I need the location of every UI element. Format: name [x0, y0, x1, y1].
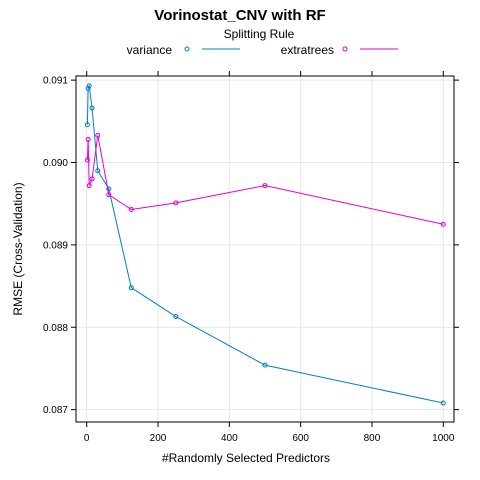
- data-point: [86, 183, 92, 189]
- y-tick-label: 0.088: [43, 323, 68, 334]
- data-point: [262, 183, 268, 189]
- data-point: [86, 83, 92, 89]
- data-point: [173, 314, 179, 320]
- series-variance: [84, 83, 446, 406]
- chart-title: Vorinostat_CNV with RF: [154, 7, 325, 24]
- legend-item-variance: variance: [127, 43, 240, 57]
- data-point: [85, 85, 91, 91]
- legend-title: Splitting Rule: [224, 27, 295, 41]
- x-tick-label: 1000: [432, 433, 455, 444]
- legend: variance extratrees: [127, 43, 398, 57]
- legend-label: variance: [127, 43, 173, 57]
- legend-label: extratrees: [281, 43, 334, 57]
- x-tick-label: 0: [84, 433, 90, 444]
- x-axis-title: #Randomly Selected Predictors: [162, 451, 330, 465]
- grid: [76, 76, 454, 422]
- y-tick-label: 0.089: [43, 240, 68, 251]
- x-tick-label: 800: [364, 433, 381, 444]
- data-point: [84, 122, 90, 128]
- data-point: [128, 206, 134, 212]
- x-tick-label: 200: [150, 433, 167, 444]
- y-tick-label: 0.091: [43, 76, 68, 87]
- data-point: [106, 186, 112, 192]
- data-point: [106, 192, 112, 198]
- data-point: [89, 105, 95, 111]
- axis-ticks: 0 200 400 600 800 1000 0.087 0.088 0.089 0.090 0.0…: [43, 71, 459, 444]
- series-extratrees: [84, 132, 446, 227]
- data-point: [89, 176, 95, 182]
- data-point: [440, 221, 446, 227]
- data-point: [84, 157, 90, 163]
- data-point: [262, 362, 268, 368]
- data-point: [95, 168, 101, 174]
- y-tick-label: 0.087: [43, 405, 68, 416]
- data-point: [128, 285, 134, 291]
- legend-item-extratrees: extratrees: [281, 43, 398, 57]
- data-point: [173, 200, 179, 206]
- legend-point-marker: [184, 46, 190, 52]
- series-layer: [84, 83, 446, 406]
- x-tick-label: 600: [292, 433, 309, 444]
- plot-frame: [75, 75, 455, 423]
- data-point: [95, 132, 101, 138]
- x-tick-label: 400: [221, 433, 238, 444]
- y-tick-label: 0.090: [43, 158, 68, 169]
- series-line: [86, 135, 444, 225]
- data-point: [85, 136, 91, 142]
- data-point: [440, 400, 446, 406]
- series-line: [86, 84, 444, 404]
- y-axis-title: RMSE (Cross-Validation): [11, 182, 25, 315]
- legend-point-marker: [342, 46, 348, 52]
